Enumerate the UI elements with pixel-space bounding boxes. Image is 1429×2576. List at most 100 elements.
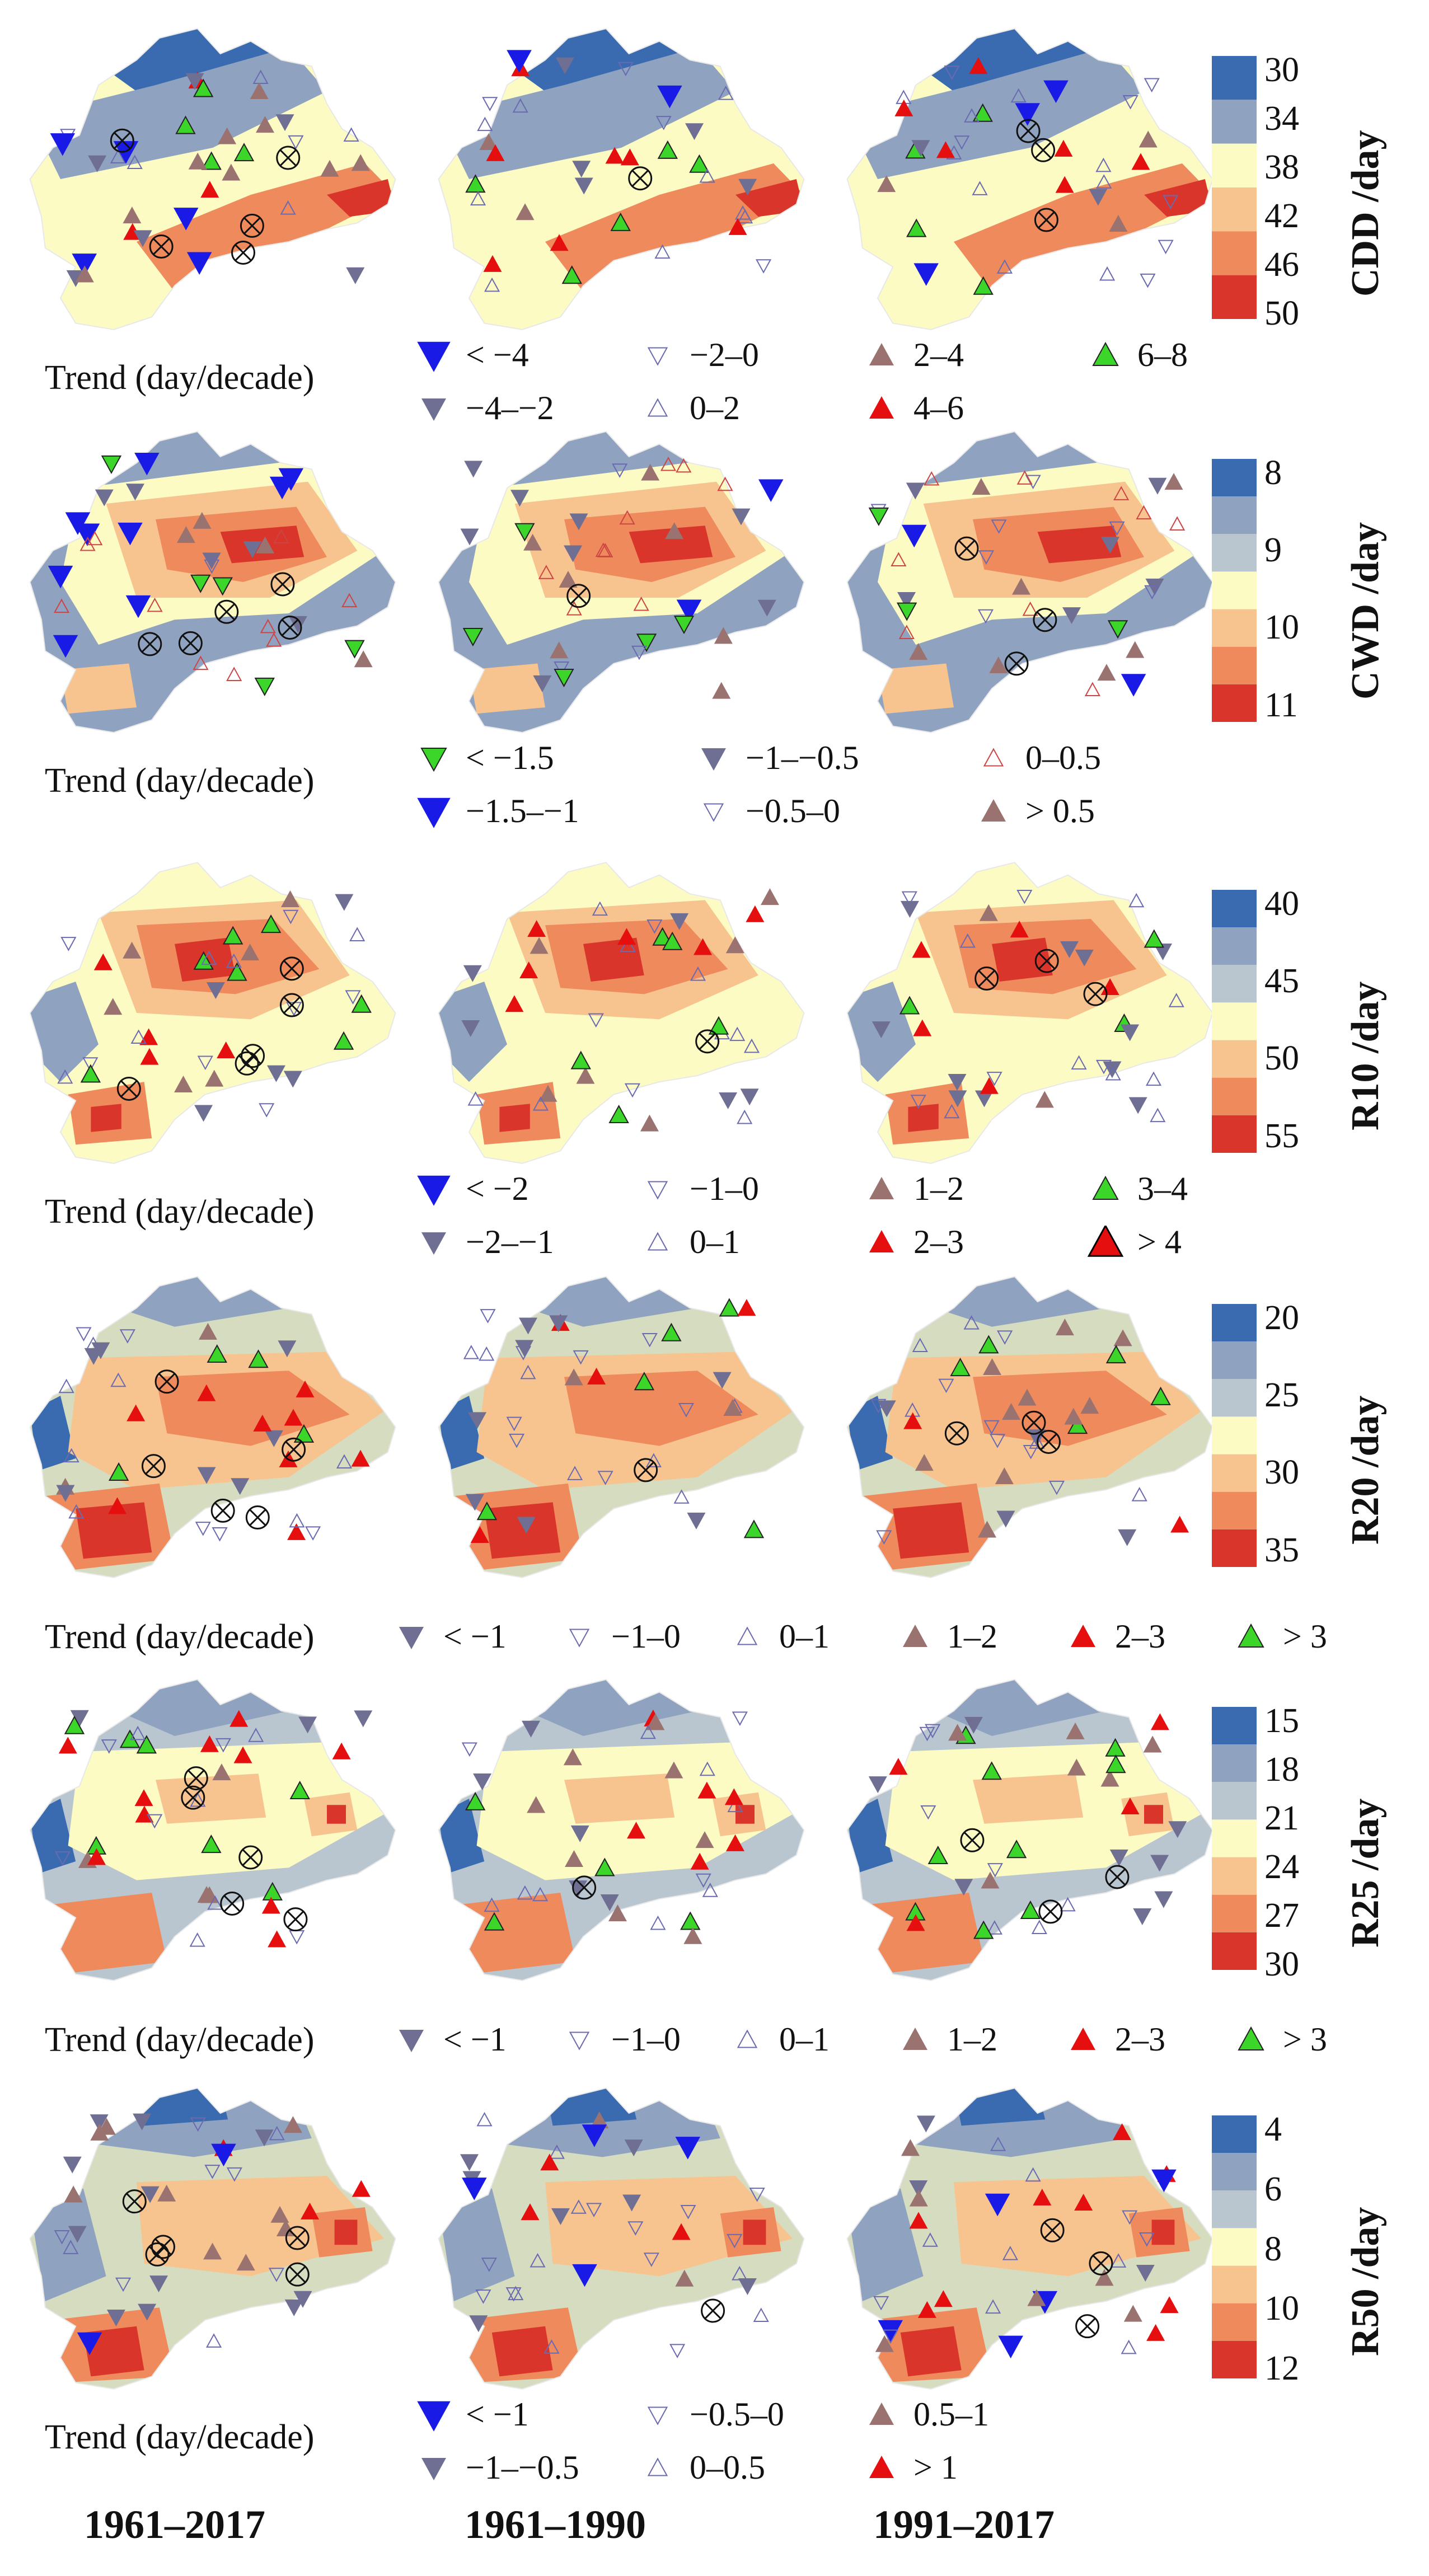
station-marker bbox=[56, 1485, 75, 1502]
station-marker bbox=[694, 938, 713, 955]
legend-entry: −2–0 bbox=[638, 336, 759, 374]
station-marker bbox=[737, 1109, 753, 1124]
colorbar-segment bbox=[1212, 534, 1257, 572]
station-marker bbox=[912, 941, 931, 958]
colorbar-segment bbox=[1212, 1491, 1257, 1529]
significance-circle bbox=[695, 1029, 720, 1054]
station-marker bbox=[93, 953, 113, 970]
station-marker bbox=[1121, 2339, 1137, 2354]
map-outline bbox=[438, 28, 805, 330]
station-marker bbox=[1143, 1735, 1162, 1753]
map-panel-r1-c2 bbox=[438, 28, 805, 330]
station-marker bbox=[479, 1346, 495, 1361]
legend-entry: 1–2 bbox=[896, 2020, 997, 2059]
legend-symbol-icon bbox=[983, 747, 1004, 766]
station-marker bbox=[243, 541, 262, 559]
station-marker bbox=[201, 151, 222, 170]
station-marker bbox=[1122, 95, 1138, 110]
station-marker bbox=[925, 1724, 941, 1739]
significance-circle bbox=[235, 1051, 259, 1076]
station-marker bbox=[476, 1502, 498, 1521]
station-marker bbox=[241, 944, 260, 961]
legend-label: 2–3 bbox=[913, 1223, 964, 1260]
station-marker bbox=[175, 115, 196, 134]
map-outline bbox=[29, 1276, 396, 1578]
legend-symbol-icon bbox=[869, 1230, 894, 1252]
station-marker bbox=[185, 73, 204, 90]
station-marker bbox=[732, 1711, 748, 1726]
legend-label: > 4 bbox=[1137, 1223, 1182, 1260]
station-marker bbox=[676, 599, 702, 623]
station-marker bbox=[743, 1519, 765, 1538]
colorbar-segment bbox=[1212, 1894, 1257, 1932]
station-marker bbox=[269, 2125, 285, 2141]
contour-band-2 bbox=[438, 47, 735, 179]
map-outline bbox=[438, 431, 805, 733]
legend-entry: 0–0.5 bbox=[974, 739, 1101, 777]
station-marker bbox=[1168, 993, 1184, 1007]
station-marker bbox=[899, 996, 920, 1015]
colorbar-title: R20 /day bbox=[1344, 1395, 1387, 1545]
significance-circle bbox=[1034, 949, 1059, 973]
station-marker bbox=[873, 2296, 889, 2311]
station-marker bbox=[894, 99, 913, 116]
station-marker bbox=[133, 2113, 152, 2131]
station-marker bbox=[82, 1057, 99, 1072]
station-marker bbox=[1002, 1402, 1021, 1420]
station-marker bbox=[460, 528, 479, 546]
station-marker bbox=[201, 950, 217, 965]
station-marker bbox=[897, 592, 916, 609]
station-marker bbox=[544, 2339, 560, 2354]
station-marker bbox=[657, 85, 682, 109]
legend-symbol-icon bbox=[701, 748, 726, 771]
station-marker bbox=[477, 116, 493, 132]
station-marker bbox=[1153, 944, 1172, 961]
station-marker bbox=[1154, 1891, 1173, 1908]
contour-band-6 bbox=[91, 1104, 121, 1132]
significance-circle bbox=[944, 1421, 969, 1446]
colorbar-tick: 18 bbox=[1264, 1751, 1299, 1789]
legend-entry: 1–2 bbox=[862, 1170, 964, 1208]
station-marker bbox=[53, 635, 78, 658]
station-marker bbox=[913, 263, 939, 286]
colorbar-segment bbox=[1212, 965, 1257, 1003]
station-marker bbox=[652, 927, 673, 946]
legend-label: 3–4 bbox=[1137, 1170, 1188, 1207]
legend-entry: 0–1 bbox=[728, 2020, 830, 2059]
significance-circle bbox=[1089, 2251, 1113, 2275]
station-marker bbox=[995, 1467, 1014, 1485]
station-marker bbox=[460, 2154, 479, 2171]
station-marker bbox=[481, 2258, 497, 2272]
contour-band-4 bbox=[156, 1773, 266, 1824]
colorbar-segment bbox=[1212, 1379, 1257, 1417]
station-marker bbox=[1121, 1024, 1140, 1041]
station-marker bbox=[517, 1517, 536, 1534]
colorbar-segment bbox=[1212, 2190, 1257, 2228]
map-panel-r1-c3 bbox=[846, 28, 1214, 330]
map-outline bbox=[29, 2087, 396, 2390]
station-marker bbox=[872, 1021, 891, 1039]
station-marker bbox=[597, 1471, 613, 1485]
colorbar-segment bbox=[1212, 187, 1257, 232]
significance-circle bbox=[954, 536, 979, 561]
legend-entry: −4–−2 bbox=[414, 389, 554, 428]
contour-band-3 bbox=[847, 2188, 924, 2301]
legend-symbol-icon bbox=[420, 747, 447, 772]
legend-entry: −1–0 bbox=[638, 1170, 759, 1208]
station-marker bbox=[991, 519, 1007, 534]
station-marker bbox=[1118, 1529, 1137, 1546]
contour-band-4 bbox=[973, 1371, 1167, 1446]
station-marker bbox=[248, 1728, 264, 1742]
significance-circle bbox=[214, 599, 239, 624]
map-outline bbox=[29, 431, 396, 733]
station-marker bbox=[188, 152, 207, 170]
significance-circle bbox=[181, 1785, 205, 1810]
station-marker bbox=[1109, 215, 1128, 232]
station-marker bbox=[969, 57, 988, 74]
station-marker bbox=[222, 163, 241, 181]
station-marker bbox=[280, 890, 299, 907]
station-marker bbox=[70, 1710, 89, 1727]
station-marker bbox=[126, 1404, 146, 1421]
station-marker bbox=[643, 2253, 659, 2267]
station-marker bbox=[354, 1710, 373, 1728]
